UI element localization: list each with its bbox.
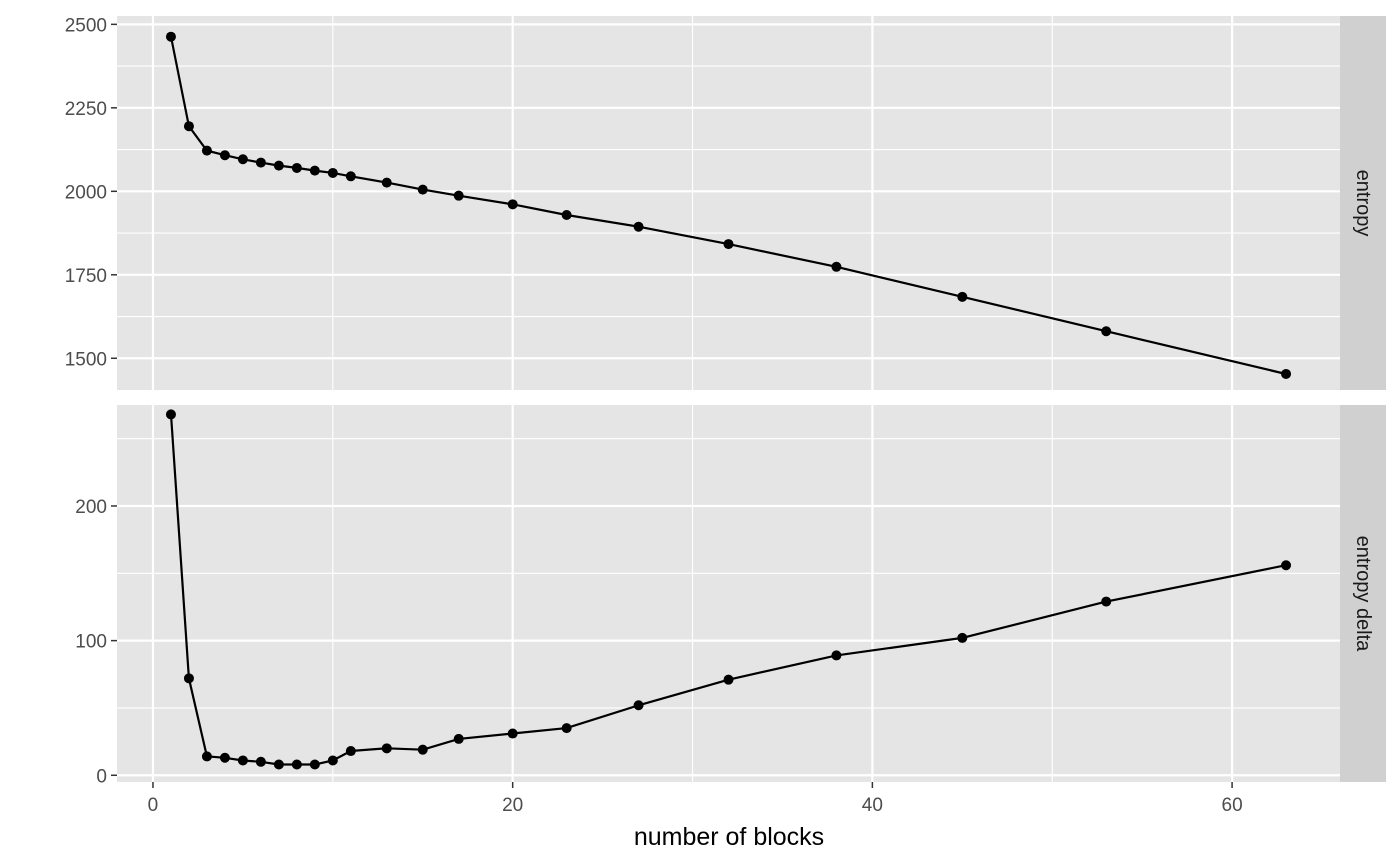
- data-point: [201, 145, 212, 156]
- data-point: [255, 157, 266, 168]
- data-point: [633, 700, 644, 711]
- data-point: [309, 165, 320, 176]
- panel-background: [117, 16, 1340, 390]
- data-point: [1281, 560, 1292, 571]
- data-point: [291, 759, 302, 770]
- data-point: [183, 673, 194, 684]
- y-tick-label: 200: [75, 497, 107, 518]
- data-point: [219, 752, 230, 763]
- data-point: [417, 184, 428, 195]
- data-point: [561, 723, 572, 734]
- x-tick-label: 20: [502, 795, 523, 816]
- data-point: [165, 31, 176, 42]
- data-point: [1101, 326, 1112, 337]
- y-tick-label: 1500: [65, 349, 107, 370]
- data-point: [723, 674, 734, 685]
- data-point: [1101, 596, 1112, 607]
- data-point: [183, 121, 194, 132]
- facet-strip: [1340, 16, 1386, 390]
- data-point: [237, 154, 248, 165]
- data-point: [831, 650, 842, 661]
- y-tick-label: 1750: [65, 266, 107, 287]
- data-point: [453, 733, 464, 744]
- data-point: [345, 171, 356, 182]
- y-tick-label: 100: [75, 632, 107, 653]
- y-tick-label: 2250: [65, 99, 107, 120]
- y-tick-label: 2500: [65, 15, 107, 36]
- data-point: [327, 755, 338, 766]
- data-point: [345, 746, 356, 757]
- data-point: [273, 759, 284, 770]
- data-point: [255, 756, 266, 767]
- facet-panel-1: 0 100 200 entropy delta 0 20 40 60: [75, 405, 1386, 816]
- facet-strip: [1340, 405, 1386, 782]
- data-point: [723, 239, 734, 250]
- data-point: [831, 261, 842, 272]
- x-axis-title: number of blocks: [634, 823, 824, 851]
- data-point: [417, 744, 428, 755]
- data-point: [201, 751, 212, 762]
- facet-panel-0: 1500 1750 2000 2250 2500 entropy: [65, 15, 1386, 390]
- y-tick-label: 0: [96, 766, 107, 787]
- series-line: [169, 414, 1287, 766]
- data-point: [957, 291, 968, 302]
- data-point: [957, 632, 968, 643]
- data-point: [309, 759, 320, 770]
- data-point: [561, 210, 572, 221]
- data-point: [1281, 368, 1292, 379]
- facet-strip-label: entropy: [1352, 170, 1374, 237]
- data-point: [237, 755, 248, 766]
- data-point: [165, 409, 176, 420]
- data-point: [381, 177, 392, 188]
- data-point: [291, 162, 302, 173]
- x-tick-label: 0: [148, 795, 159, 816]
- facet-panels: 15001750200022502500entropy0100200entrop…: [65, 15, 1386, 816]
- data-point: [327, 167, 338, 178]
- data-point: [507, 728, 518, 739]
- series-line: [169, 36, 1287, 376]
- data-point: [381, 743, 392, 754]
- facet-strip-label: entropy delta: [1352, 536, 1374, 653]
- x-tick-label: 60: [1222, 795, 1243, 816]
- data-point: [633, 221, 644, 232]
- data-point: [453, 190, 464, 201]
- x-tick-label: 40: [862, 795, 883, 816]
- data-point: [273, 160, 284, 171]
- panel-background: [117, 405, 1340, 782]
- data-point: [507, 199, 518, 210]
- y-tick-label: 2000: [65, 182, 107, 203]
- data-point: [219, 150, 230, 161]
